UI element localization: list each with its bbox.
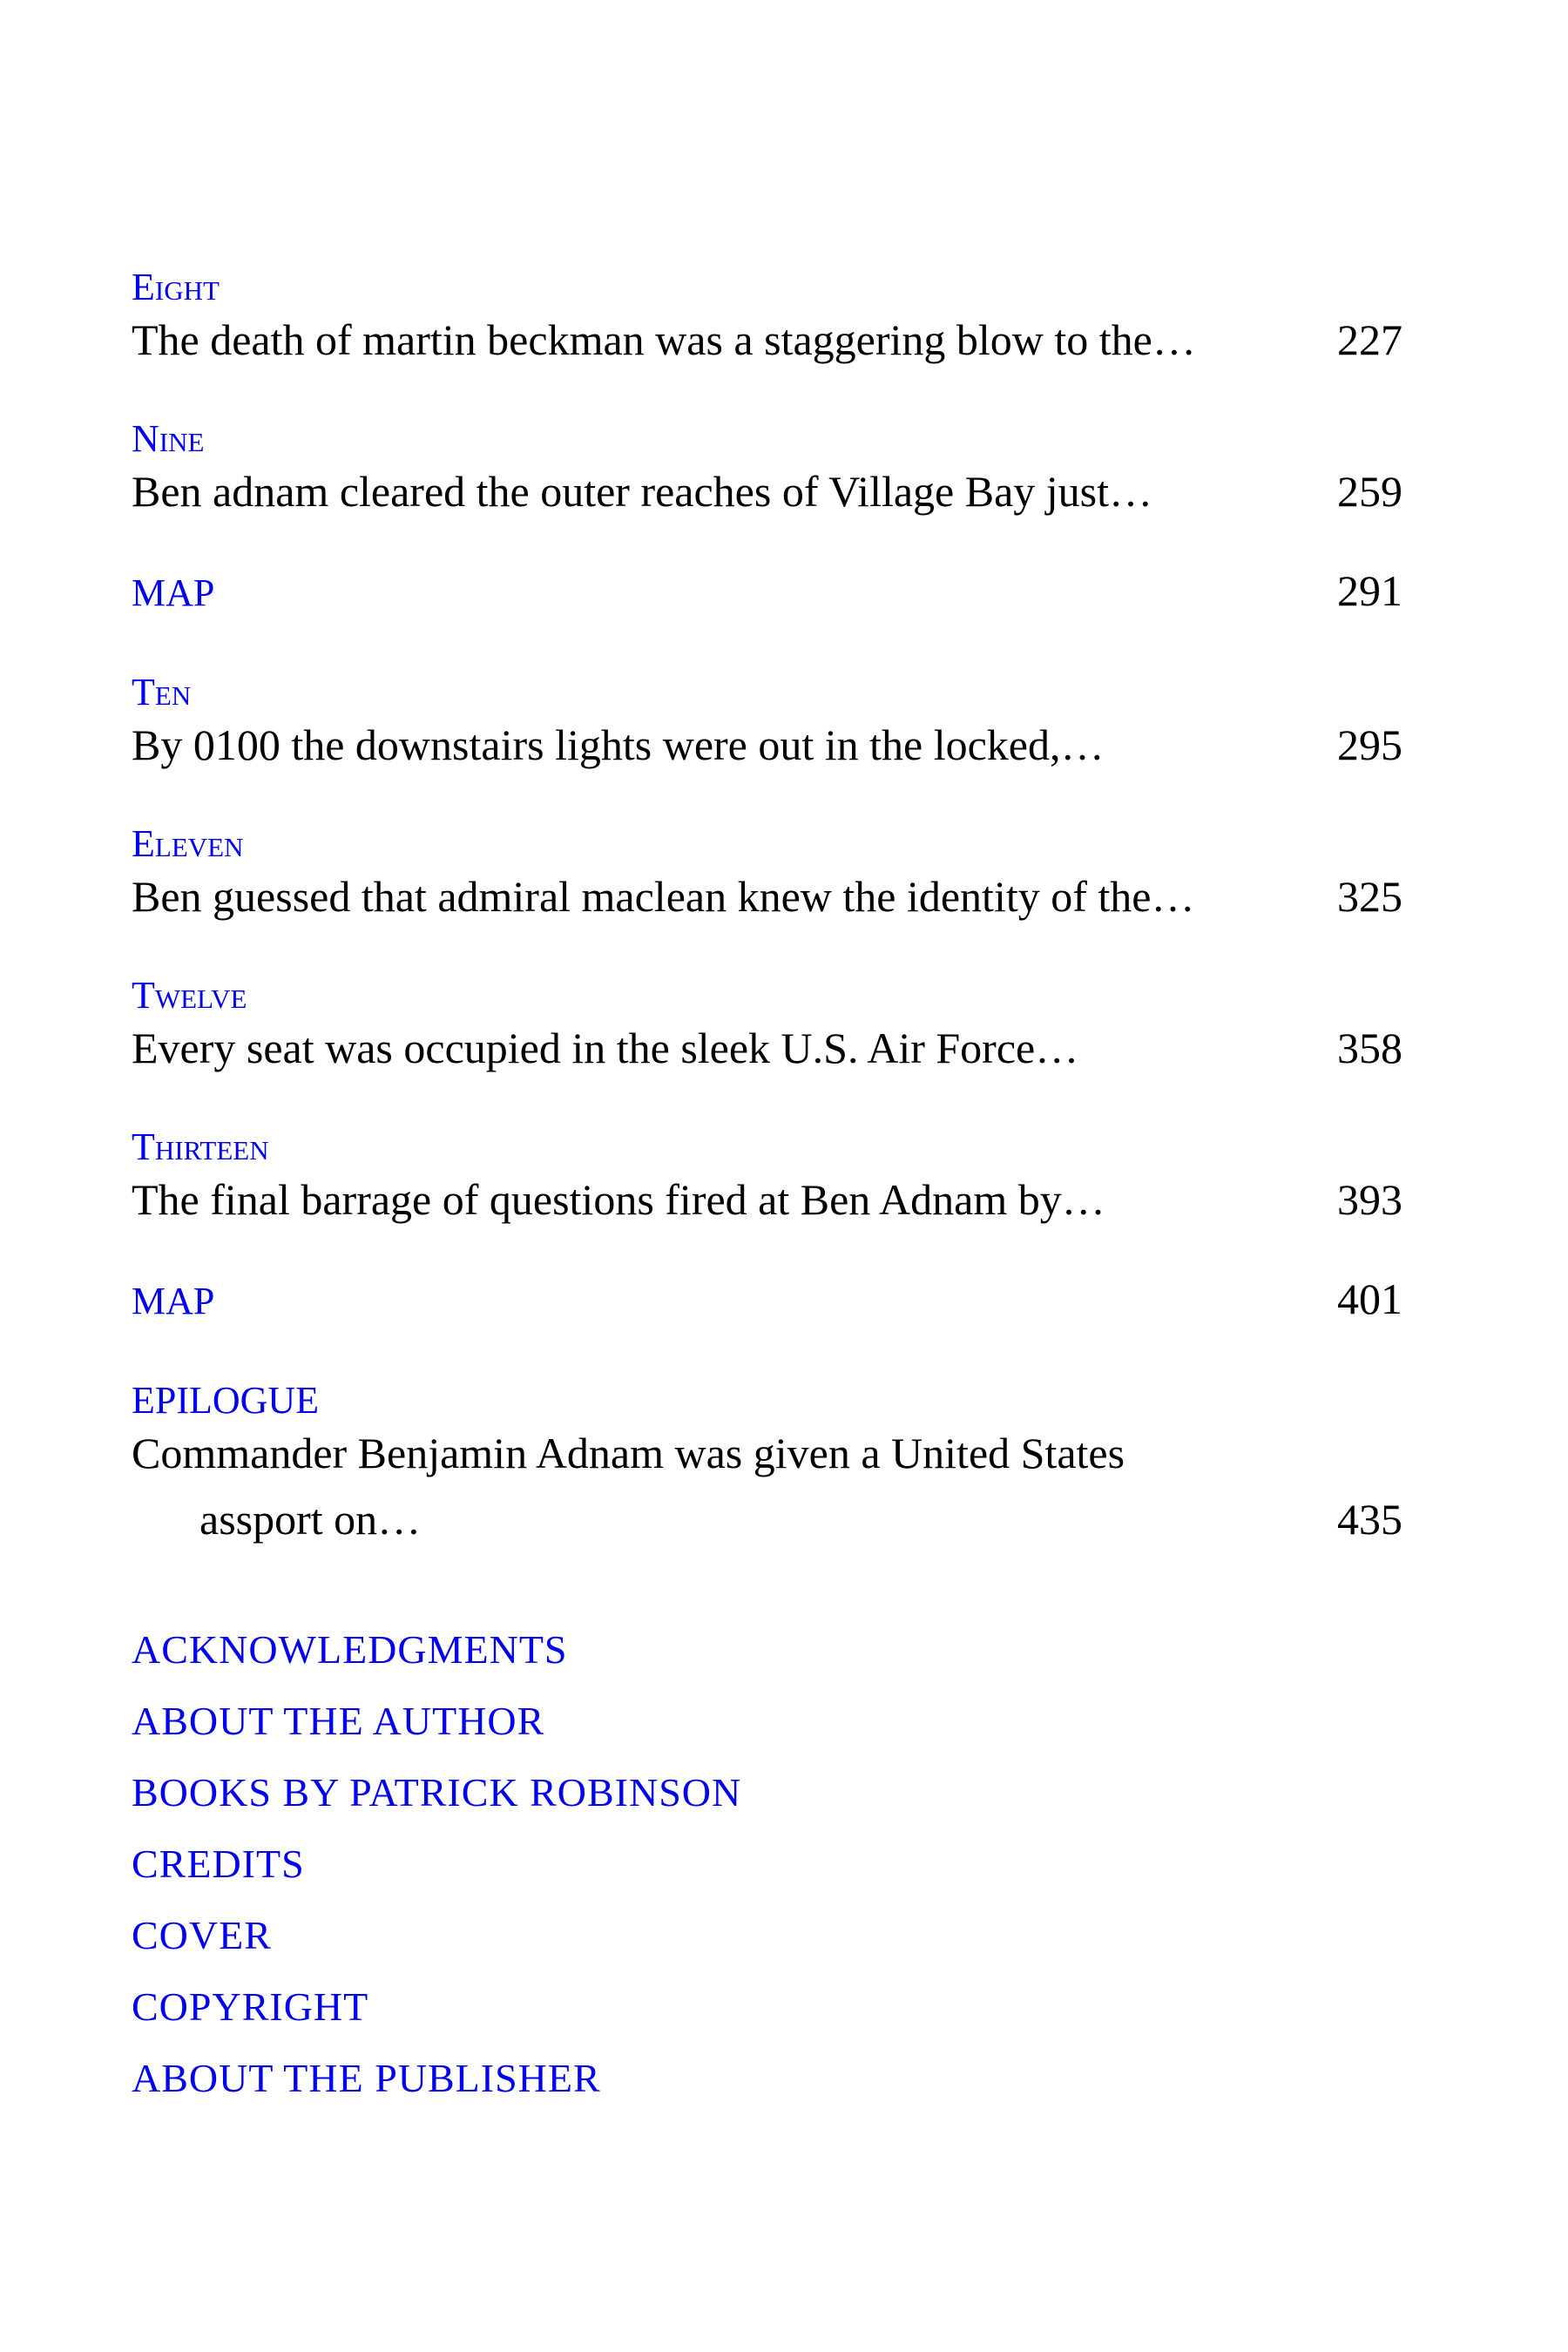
toc-entry-row: Commander Benjamin Adnam was given a Uni… [132,1427,1402,1479]
toc-entry-epilogue: EPILOGUE Commander Benjamin Adnam was gi… [132,1375,1402,1545]
chapter-link-nine[interactable]: Nine [132,417,205,460]
toc-entry-row: Every seat was occupied in the sleek U.S… [132,1022,1402,1074]
chapter-description: The final barrage of questions fired at … [132,1175,1105,1224]
toc-entry-row: MAP 291 [132,564,1402,619]
page-number: 358 [1337,1024,1402,1072]
toc-entry-row: Ben adnam cleared the outer reaches of V… [132,465,1402,517]
toc-entry-row: The death of martin beckman was a stagge… [132,314,1402,366]
toc-entry-row: MAP 401 [132,1273,1402,1328]
chapter-description: By 0100 the downstairs lights were out i… [132,720,1105,769]
toc-entry-twelve: Twelve Every seat was occupied in the sl… [132,970,1402,1074]
map-link[interactable]: MAP [132,571,215,614]
chapter-description: Every seat was occupied in the sleek U.S… [132,1024,1079,1072]
link-books-by-patrick-robinson[interactable]: BOOKS BY PATRICK ROBINSON [132,1770,742,1815]
link-credits[interactable]: CREDITS [132,1842,305,1886]
chapter-link-twelve[interactable]: Twelve [132,974,247,1017]
toc-entry-map-1: MAP 291 [132,564,1402,619]
chapter-link-thirteen[interactable]: Thirteen [132,1125,269,1168]
backmatter-links: ACKNOWLEDGMENTS ABOUT THE AUTHOR BOOKS B… [132,1624,1402,2105]
chapter-description-line1: Commander Benjamin Adnam was given a Uni… [132,1429,1125,1477]
map-link[interactable]: MAP [132,1280,215,1322]
link-about-the-author[interactable]: ABOUT THE AUTHOR [132,1699,545,1743]
toc-entry-nine: Nine Ben adnam cleared the outer reaches… [132,413,1402,517]
toc-entry-map-2: MAP 401 [132,1273,1402,1328]
page-number: 295 [1337,720,1402,769]
chapter-description: The death of martin beckman was a stagge… [132,315,1196,364]
table-of-contents-page: Eight The death of martin beckman was a … [132,261,1402,2105]
link-about-the-publisher[interactable]: ABOUT THE PUBLISHER [132,2056,601,2100]
link-cover[interactable]: COVER [132,1913,272,1957]
page-number: 259 [1337,467,1402,516]
page-number: 393 [1337,1175,1402,1224]
link-copyright[interactable]: COPYRIGHT [132,1984,369,2029]
chapter-description: Ben adnam cleared the outer reaches of V… [132,467,1153,516]
chapter-link-epilogue[interactable]: EPILOGUE [132,1379,320,1422]
page-number: 291 [1337,566,1402,615]
chapter-description: Ben guessed that admiral maclean knew th… [132,872,1195,921]
chapter-link-ten[interactable]: Ten [132,671,192,713]
page-number: 227 [1337,315,1402,364]
toc-entry-row: The final barrage of questions fired at … [132,1173,1402,1226]
toc-entry-eleven: Eleven Ben guessed that admiral maclean … [132,818,1402,923]
chapter-link-eleven[interactable]: Eleven [132,822,244,865]
toc-entry-row: assport on… 435 [132,1493,1402,1545]
page-number: 325 [1337,872,1402,921]
toc-entry-row: By 0100 the downstairs lights were out i… [132,719,1402,771]
toc-entry-eight: Eight The death of martin beckman was a … [132,261,1402,366]
toc-entry-row: Ben guessed that admiral maclean knew th… [132,870,1402,923]
chapter-description-line2: assport on… [199,1495,422,1544]
toc-entry-thirteen: Thirteen The final barrage of questions … [132,1121,1402,1226]
link-acknowledgments[interactable]: ACKNOWLEDGMENTS [132,1627,568,1672]
page-number: 401 [1337,1274,1402,1323]
page-number: 435 [1337,1495,1402,1544]
toc-entry-ten: Ten By 0100 the downstairs lights were o… [132,666,1402,771]
chapter-link-eight[interactable]: Eight [132,266,220,308]
